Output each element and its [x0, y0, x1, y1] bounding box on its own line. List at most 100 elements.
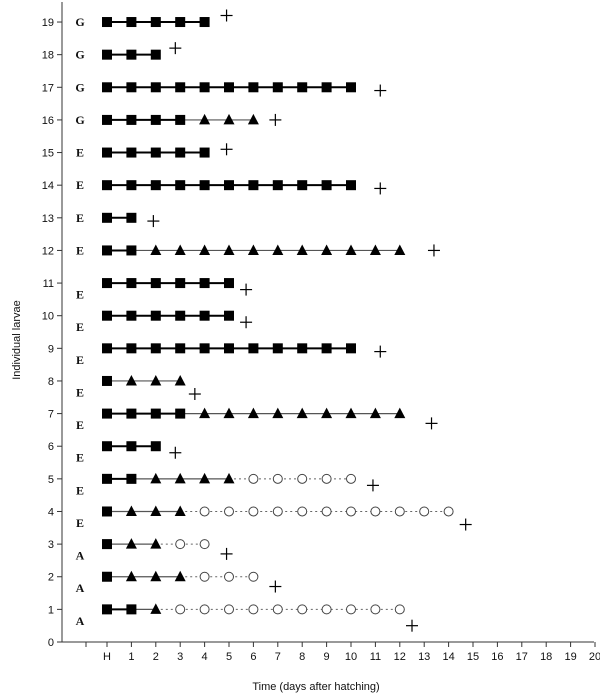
circle-marker [272, 506, 283, 517]
larva-row-4: E [76, 505, 472, 531]
square-marker [175, 82, 186, 93]
square-marker [297, 180, 308, 191]
square-marker [150, 441, 161, 452]
square-marker [102, 375, 112, 386]
square-marker [248, 180, 259, 191]
y-tick-label: 8 [48, 376, 54, 388]
x-tick-label: 14 [442, 651, 454, 663]
larva-row-3: A [76, 538, 233, 563]
x-tick-label: 4 [202, 651, 208, 663]
triangle-marker [125, 374, 137, 386]
square-marker [102, 17, 112, 28]
circle-marker [346, 473, 356, 484]
larva-row-13: E [76, 211, 160, 228]
square-marker [126, 473, 137, 484]
larva-row-1: A [76, 603, 418, 632]
square-marker [150, 17, 161, 28]
square-marker [102, 147, 112, 158]
square-marker [248, 82, 259, 93]
square-marker [126, 212, 137, 223]
triangle-marker [247, 244, 259, 255]
triangle-marker [125, 538, 137, 549]
square-marker [102, 539, 112, 550]
group-label: E [76, 418, 84, 432]
group-label: E [76, 451, 84, 465]
y-tick-label: 2 [48, 572, 54, 584]
circle-marker [175, 604, 186, 615]
larvae-rows: A A A E E E E E E E E E E E E G G G G [75, 9, 472, 632]
x-tick-label: 3 [177, 651, 183, 663]
square-marker [102, 506, 112, 517]
group-label: G [75, 15, 84, 29]
square-marker [175, 408, 186, 419]
larva-row-16: G [75, 113, 282, 127]
y-tick-label: 15 [42, 148, 54, 160]
triangle-marker [150, 505, 162, 516]
square-marker [102, 212, 112, 223]
triangle-marker [174, 472, 186, 484]
x-tick-label: 11 [370, 651, 381, 663]
circle-marker [199, 604, 210, 615]
square-marker [199, 147, 210, 158]
circle-marker [443, 506, 454, 517]
square-marker [175, 278, 186, 289]
group-label: E [76, 243, 84, 257]
square-marker [199, 17, 210, 28]
group-label: G [75, 113, 84, 127]
circle-marker [370, 604, 381, 615]
triangle-marker [394, 407, 406, 419]
square-marker [126, 114, 137, 125]
square-marker [346, 82, 356, 93]
circle-marker [248, 604, 259, 615]
square-marker [126, 408, 137, 419]
square-marker [175, 310, 186, 321]
group-label: E [76, 287, 84, 301]
square-marker [150, 180, 161, 191]
x-tick-label: 2 [153, 651, 159, 663]
larva-row-12: E [76, 243, 440, 257]
triangle-marker [345, 244, 357, 255]
square-marker [126, 604, 137, 615]
larva-row-15: E [76, 143, 233, 160]
circle-marker [248, 571, 259, 582]
circle-marker [224, 604, 234, 615]
square-marker [199, 278, 210, 289]
triangle-marker [369, 407, 381, 419]
triangle-marker [296, 407, 308, 419]
y-tick-label: 18 [42, 50, 54, 62]
triangle-marker [150, 570, 162, 582]
square-marker [126, 278, 137, 289]
group-label: A [76, 614, 85, 628]
square-marker [126, 180, 137, 191]
square-marker [102, 82, 112, 93]
square-marker [102, 245, 112, 256]
square-marker [126, 441, 137, 452]
square-marker [150, 343, 161, 354]
square-marker [175, 147, 186, 158]
y-tick-label: 13 [42, 213, 54, 225]
circle-marker [224, 506, 234, 517]
square-marker [150, 278, 161, 289]
triangle-marker [199, 407, 211, 419]
circle-marker [346, 604, 356, 615]
triangle-marker [394, 244, 406, 255]
x-tick-label: H [103, 651, 111, 663]
square-marker [321, 343, 332, 354]
x-tick-label: 8 [299, 651, 305, 663]
y-tick-label: 5 [48, 474, 54, 486]
circle-marker [297, 604, 308, 615]
circle-marker [321, 506, 332, 517]
square-marker [297, 343, 308, 354]
square-marker [150, 114, 161, 125]
group-label: E [76, 320, 84, 334]
square-marker [126, 343, 137, 354]
square-marker [150, 310, 161, 321]
circle-marker [199, 571, 210, 582]
y-tick-label: 12 [42, 245, 54, 257]
square-marker [346, 343, 356, 354]
square-marker [126, 310, 137, 321]
triangle-marker [223, 407, 235, 419]
square-marker [102, 343, 112, 354]
x-tick-label: 12 [394, 651, 406, 663]
